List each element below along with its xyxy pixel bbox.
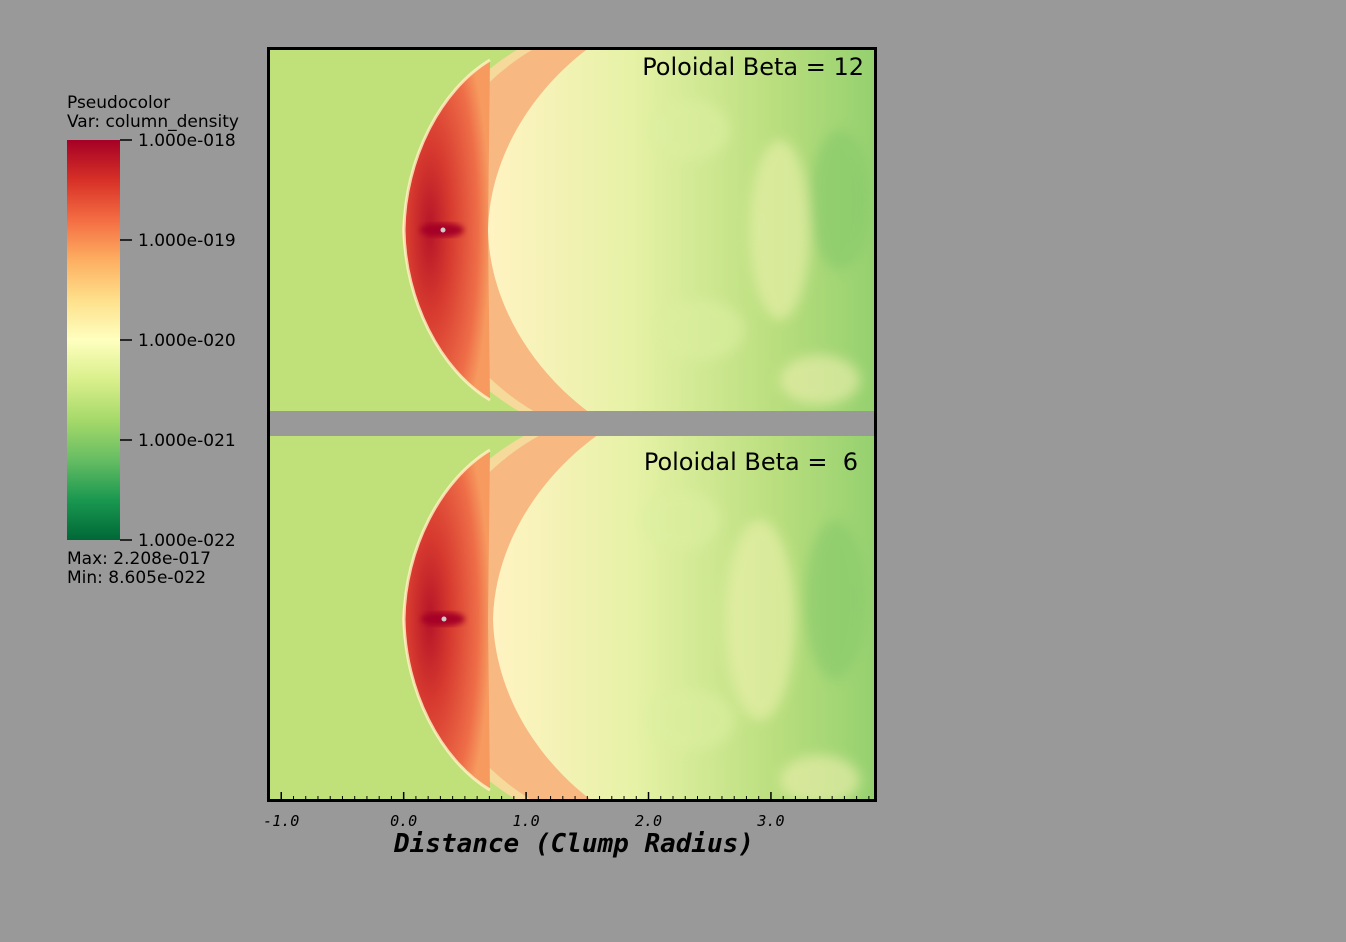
legend-variable: Var: column_density xyxy=(67,112,239,132)
panel-gap xyxy=(269,411,875,436)
colorbar-tick-label: 1.000e-019 xyxy=(138,231,236,251)
colorbar-tick-label: 1.000e-020 xyxy=(138,331,236,351)
panel-bottom-label: Poloidal Beta = 6 xyxy=(644,448,858,476)
panel-top-label: Poloidal Beta = 12 xyxy=(642,53,864,81)
legend-min: Min: 8.605e-022 xyxy=(67,568,206,588)
colorbar-tick-label: 1.000e-021 xyxy=(138,431,236,451)
panel-top-plot xyxy=(269,49,875,411)
legend-max: Max: 2.208e-017 xyxy=(67,549,211,569)
x-tick-label: 2.0 xyxy=(635,812,662,830)
x-axis-title: Distance (Clump Radius) xyxy=(393,829,754,859)
colorbar-legend: Pseudocolor Var: column_density 1.000e-0… xyxy=(67,93,239,588)
plot-frame xyxy=(267,47,877,802)
legend-title: Pseudocolor xyxy=(67,93,170,113)
x-tick-label: 3.0 xyxy=(756,812,784,830)
colorbar xyxy=(67,140,120,540)
colorbar-ticks: 1.000e-018 1.000e-019 1.000e-020 1.000e-021… xyxy=(120,131,236,551)
colorbar-tick-label: 1.000e-018 xyxy=(138,131,236,151)
colorbar-tick-label: 1.000e-022 xyxy=(138,531,236,551)
panel-bottom-plot xyxy=(269,436,875,800)
x-tick-label: 0.0 xyxy=(390,812,417,830)
x-axis: -1.0 0.0 1.0 2.0 3.0 xyxy=(263,792,870,830)
x-tick-label: 1.0 xyxy=(513,812,540,830)
x-tick-label: -1.0 xyxy=(263,812,299,830)
